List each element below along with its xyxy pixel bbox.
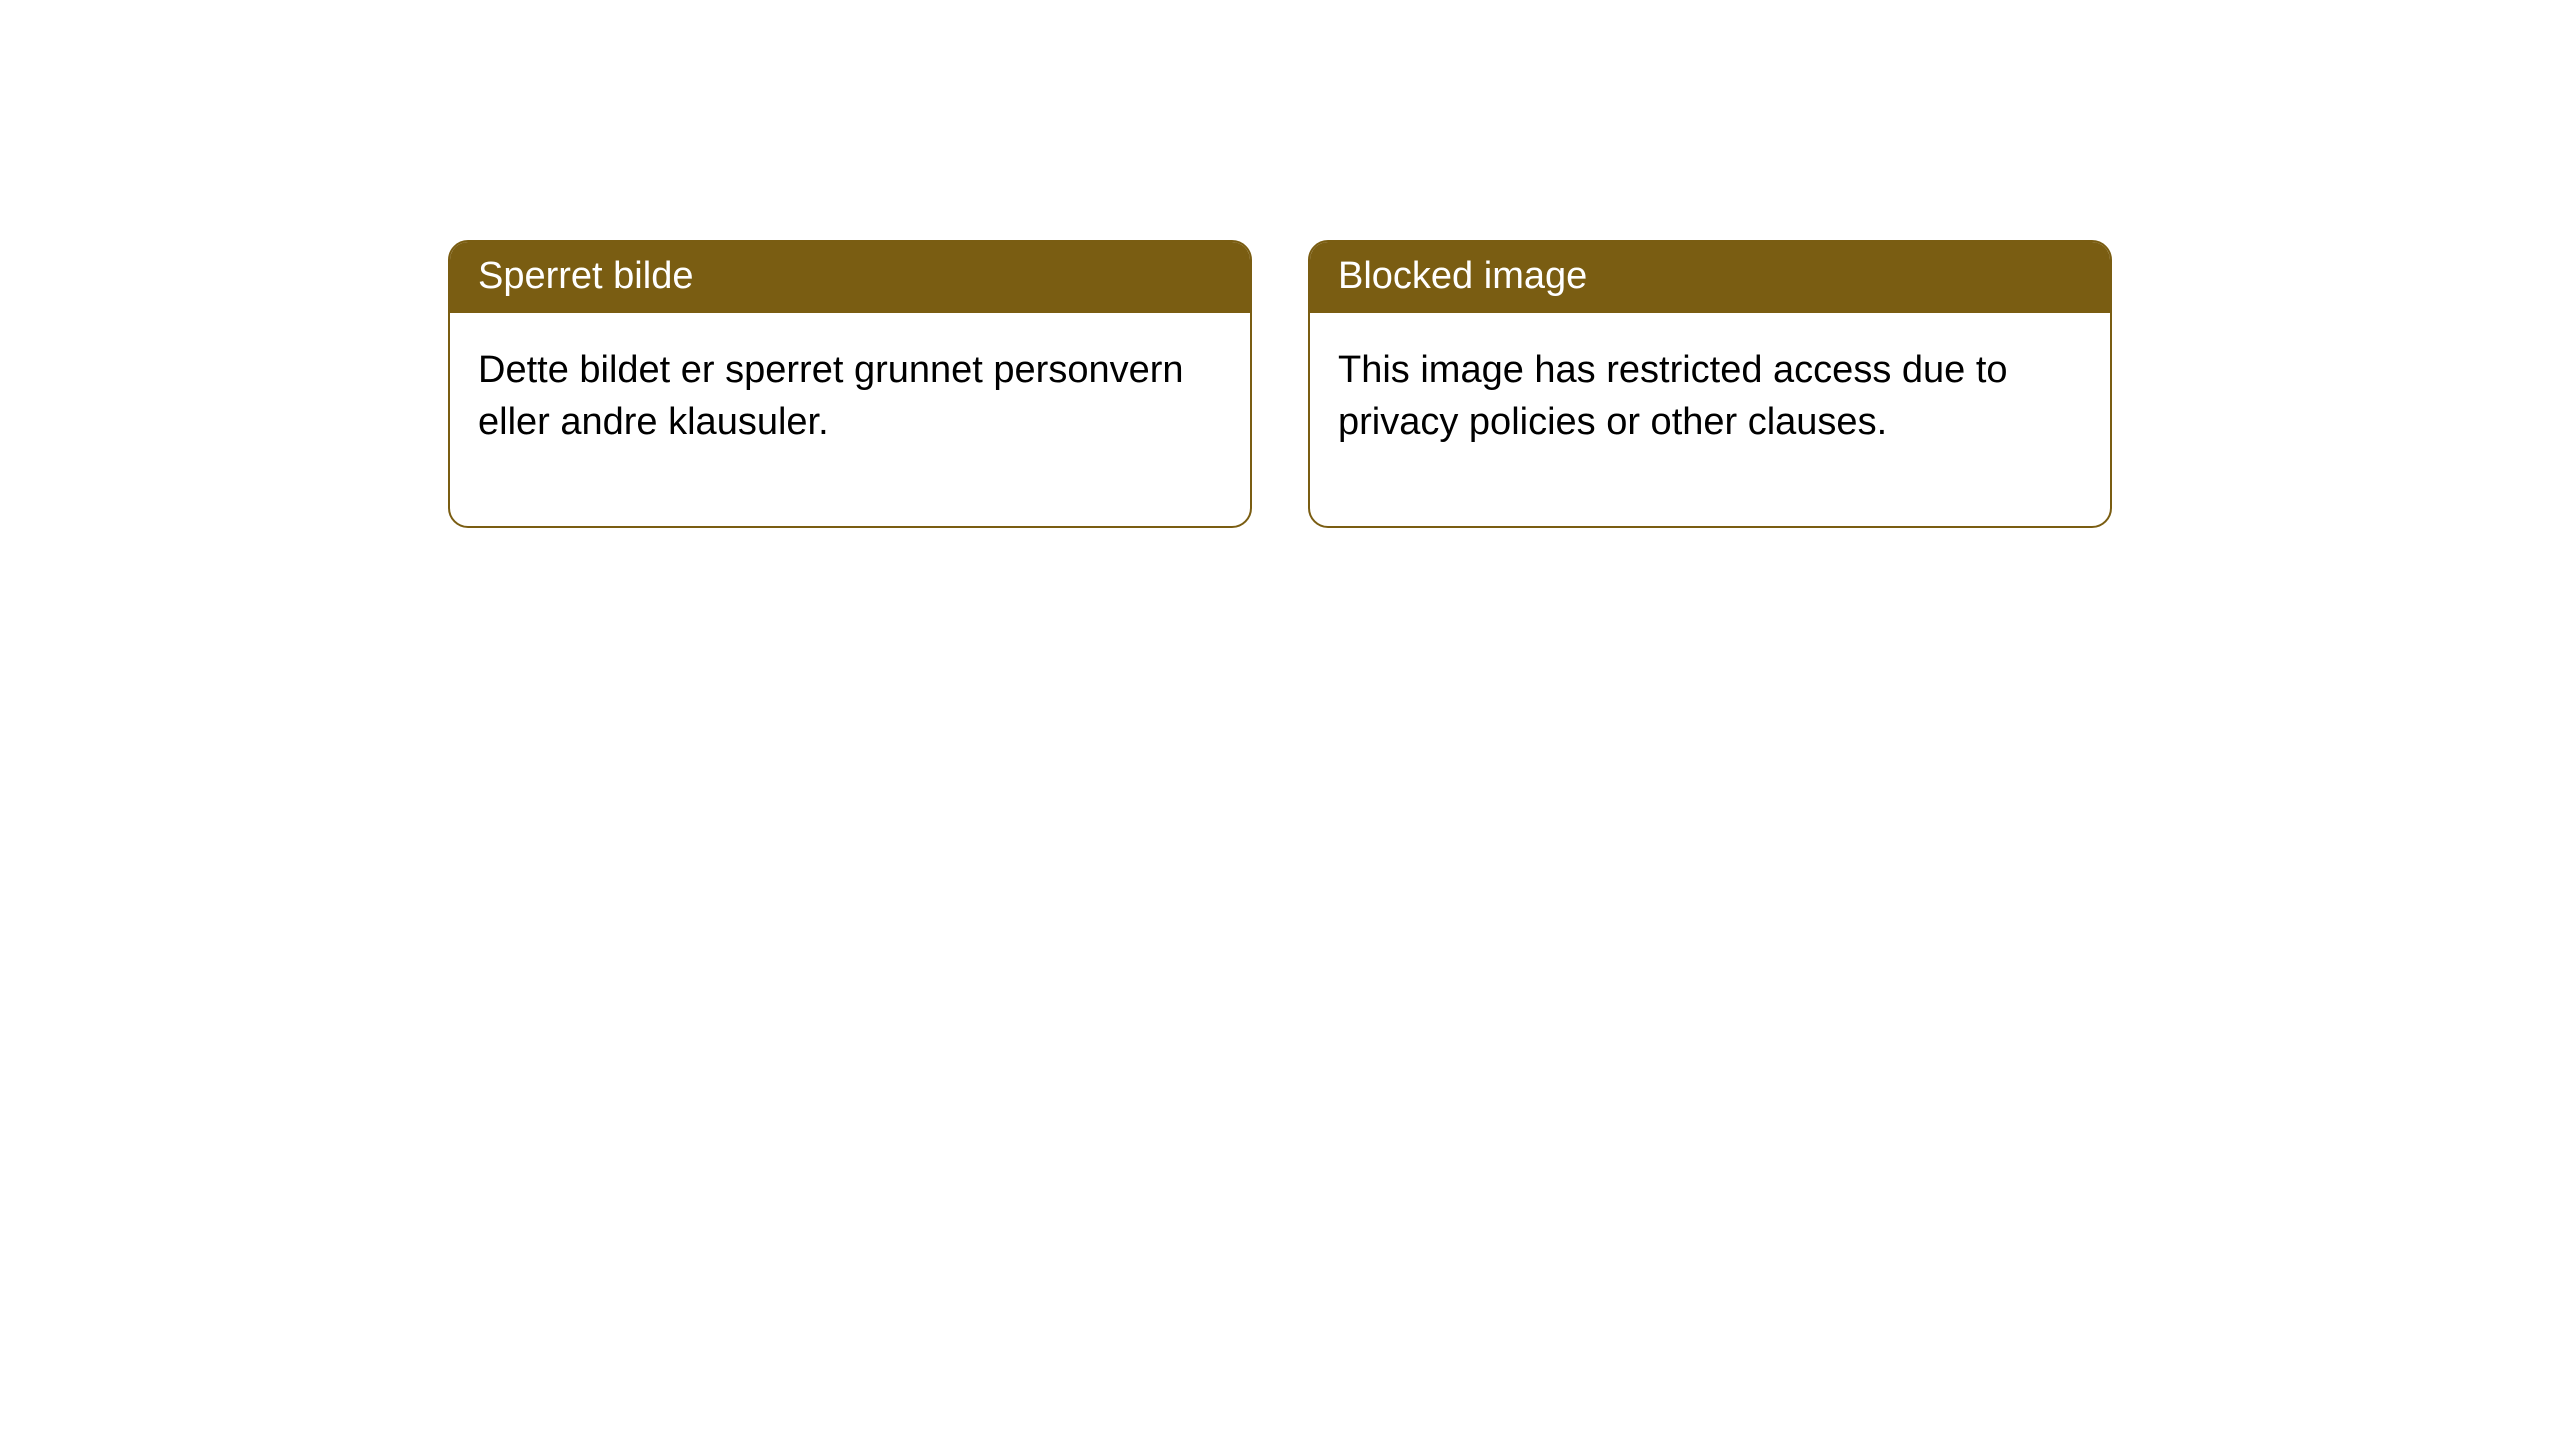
card-title: Blocked image <box>1338 255 1587 297</box>
blocked-image-card-en: Blocked image This image has restricted … <box>1308 240 2112 528</box>
card-body-text: Dette bildet er sperret grunnet personve… <box>478 349 1184 442</box>
card-header: Blocked image <box>1310 242 2110 313</box>
card-body: This image has restricted access due to … <box>1310 313 2110 526</box>
card-body: Dette bildet er sperret grunnet personve… <box>450 313 1250 526</box>
notice-container: Sperret bilde Dette bildet er sperret gr… <box>0 0 2560 528</box>
blocked-image-card-no: Sperret bilde Dette bildet er sperret gr… <box>448 240 1252 528</box>
card-title: Sperret bilde <box>478 255 693 297</box>
card-header: Sperret bilde <box>450 242 1250 313</box>
card-body-text: This image has restricted access due to … <box>1338 349 2008 442</box>
